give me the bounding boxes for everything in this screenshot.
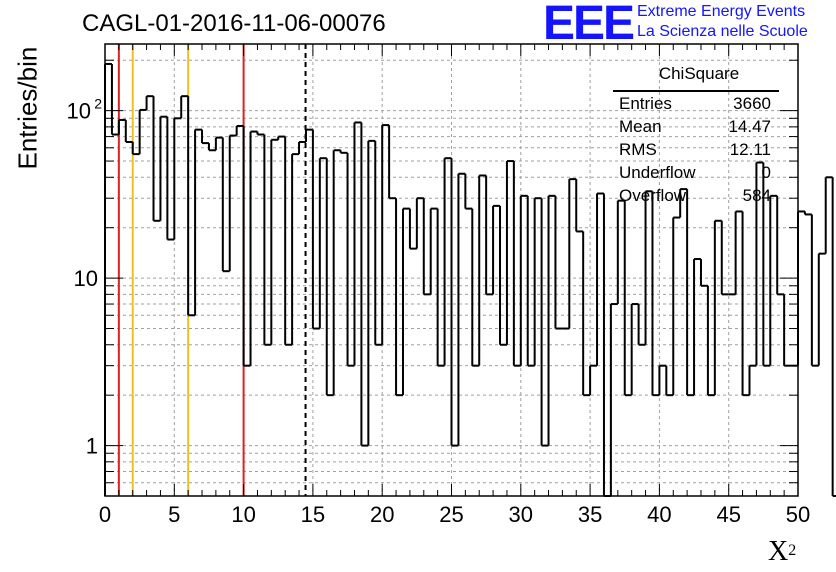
stats-value: 0 [761,163,771,182]
x-axis-label-exponent: 2 [788,542,797,559]
x-tick-label: 0 [99,502,111,527]
y-tick-label: 1 [86,434,98,459]
x-tick-label: 35 [578,502,602,527]
x-axis-label-base: X [768,536,789,567]
stats-title: ChiSquare [658,64,740,83]
stats-value: 12.11 [729,140,771,159]
stats-key: Entries [619,94,672,113]
x-tick-label: 50 [786,502,810,527]
stats-divider [613,90,779,92]
grid-layer [105,44,798,496]
stats-row-overflow: Overflow 584 [619,184,779,207]
x-tick-label: 20 [370,502,394,527]
y-tick-label-exponent: 2 [94,96,102,112]
y-tick-label: 10 [74,266,98,291]
stats-value: 14.47 [728,117,771,136]
x-tick-label: 5 [168,502,180,527]
stats-row-entries: Entries 3660 [619,92,779,115]
eee-logo: EEE [543,0,635,50]
histogram-series [104,62,836,497]
chart-title: CAGL-01-2016-11-06-00076 [82,10,386,37]
x-tick-label: 30 [509,502,533,527]
stats-row-mean: Mean 14.47 [619,115,779,138]
stats-key: RMS [619,140,657,159]
x-axis-label: X2 [768,536,796,568]
stats-key: Underflow [619,163,696,182]
stats-value: 584 [742,186,771,205]
y-tick-label: 10 [67,99,91,124]
stats-key: Overflow [619,186,687,205]
x-tick-label: 45 [716,502,740,527]
reference-lines [117,44,307,496]
stats-key: Mean [619,117,662,136]
x-tick-label: 40 [647,502,671,527]
x-tick-label: 15 [301,502,325,527]
y-axis-label: Entries/bin [12,46,43,170]
logo-line-1: Extreme Energy Events [637,3,806,20]
x-tick-label: 25 [439,502,463,527]
stats-row-rms: RMS 12.11 [619,138,779,161]
stats-row-underflow: Underflow 0 [619,161,779,184]
x-tick-label: 10 [231,502,255,527]
plot-frame [104,43,799,497]
logo-line-2: La Scienza nelle Scuole [637,23,808,40]
stats-value: 3660 [733,94,771,113]
stats-box: ChiSquare Entries 3660 Mean 14.47 RMS 12… [613,62,779,207]
